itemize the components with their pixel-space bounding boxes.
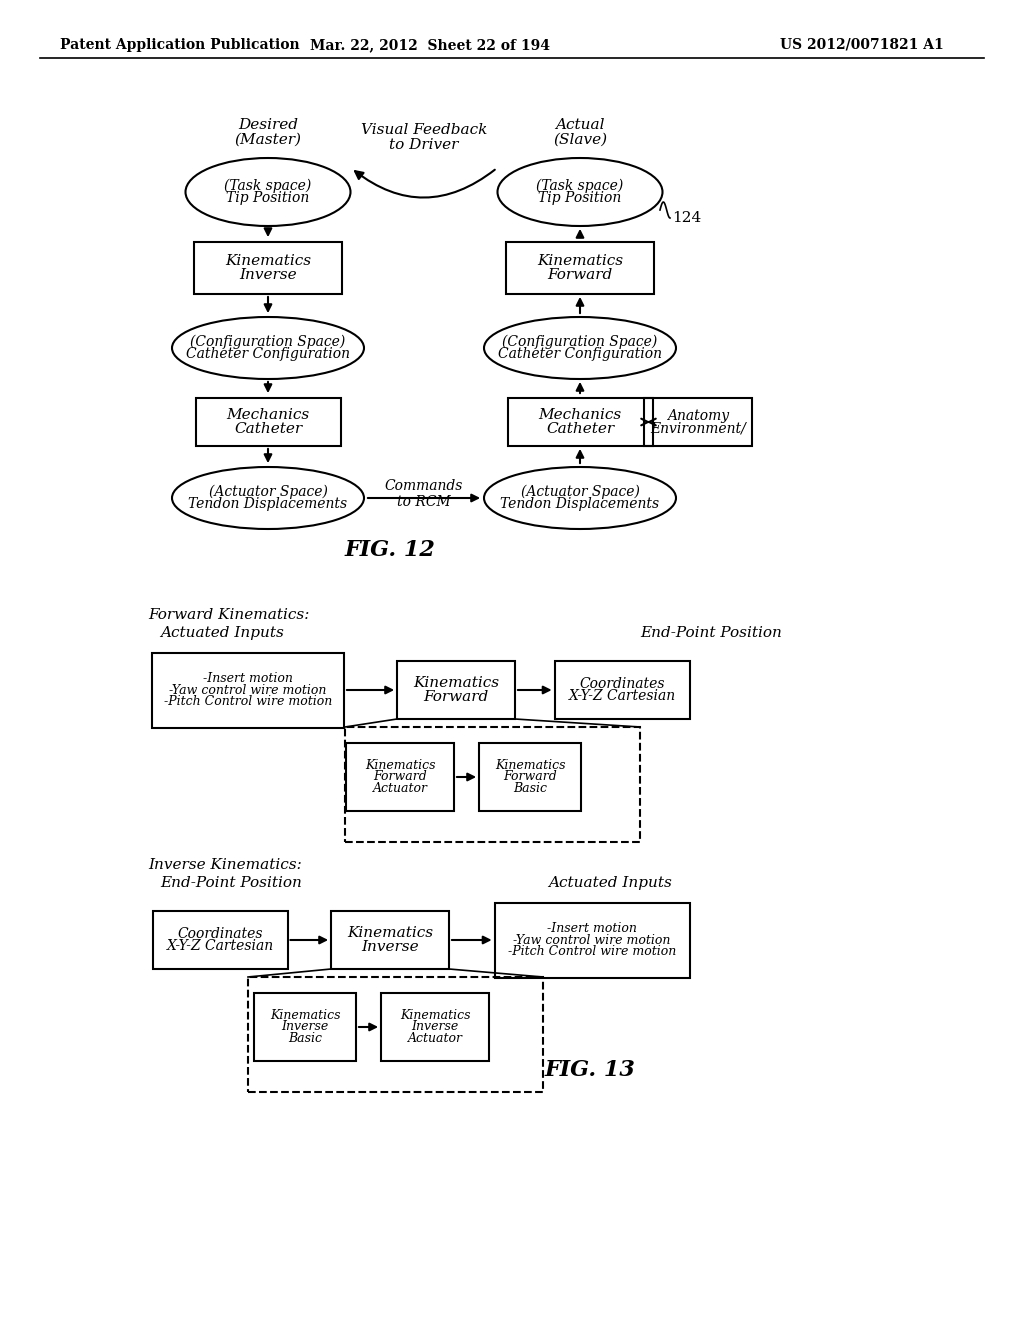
Text: Coordinates: Coordinates	[177, 927, 263, 941]
Text: Inverse: Inverse	[240, 268, 297, 281]
Text: Desired: Desired	[238, 117, 298, 132]
Text: -Pitch Control wire motion: -Pitch Control wire motion	[164, 696, 332, 708]
Text: Inverse: Inverse	[361, 940, 419, 954]
Text: (Actuator Space): (Actuator Space)	[520, 484, 639, 499]
Text: Actuated Inputs: Actuated Inputs	[548, 876, 672, 890]
Text: Kinematics: Kinematics	[537, 255, 623, 268]
Text: Tip Position: Tip Position	[226, 191, 309, 205]
Text: (Actuator Space): (Actuator Space)	[209, 484, 328, 499]
Text: Actual: Actual	[555, 117, 605, 132]
Text: Kinematics: Kinematics	[495, 759, 565, 772]
Text: (Slave): (Slave)	[553, 133, 607, 147]
Text: (Task space): (Task space)	[224, 178, 311, 193]
Text: Coordinates: Coordinates	[580, 677, 665, 690]
Text: Kinematics: Kinematics	[225, 255, 311, 268]
Text: Catheter Configuration: Catheter Configuration	[186, 347, 350, 362]
Text: Inverse: Inverse	[282, 1020, 329, 1034]
Text: Actuated Inputs: Actuated Inputs	[160, 626, 284, 640]
Text: Basic: Basic	[288, 1032, 322, 1045]
Text: Kinematics: Kinematics	[399, 1008, 470, 1022]
Text: 124: 124	[672, 211, 701, 224]
Text: Tendon Displacements: Tendon Displacements	[188, 498, 347, 511]
Text: Forward: Forward	[423, 690, 488, 704]
Text: Kinematics: Kinematics	[269, 1008, 340, 1022]
Text: -Insert motion: -Insert motion	[203, 672, 293, 685]
Text: FIG. 12: FIG. 12	[344, 539, 435, 561]
Text: Mechanics: Mechanics	[539, 408, 622, 422]
Text: Catheter Configuration: Catheter Configuration	[498, 347, 662, 362]
Text: Commands: Commands	[385, 479, 463, 492]
Text: -Pitch Control wire motion: -Pitch Control wire motion	[508, 945, 676, 958]
Text: (Master): (Master)	[234, 133, 301, 147]
Text: -Yaw control wire motion: -Yaw control wire motion	[513, 933, 671, 946]
FancyArrowPatch shape	[355, 170, 495, 198]
Text: Environment/: Environment/	[650, 421, 745, 436]
Text: Forward Kinematics:: Forward Kinematics:	[148, 609, 309, 622]
Text: (Configuration Space): (Configuration Space)	[503, 334, 657, 348]
Text: Visual Feedback: Visual Feedback	[360, 123, 487, 137]
Text: Kinematics: Kinematics	[365, 759, 435, 772]
Text: Mar. 22, 2012  Sheet 22 of 194: Mar. 22, 2012 Sheet 22 of 194	[310, 38, 550, 51]
Text: Catheter: Catheter	[233, 422, 302, 436]
Text: Forward: Forward	[373, 771, 427, 784]
Text: Inverse Kinematics:: Inverse Kinematics:	[148, 858, 302, 873]
Text: Actuator: Actuator	[373, 781, 427, 795]
Text: Forward: Forward	[503, 771, 557, 784]
Text: Inverse: Inverse	[412, 1020, 459, 1034]
Text: to RCM: to RCM	[397, 495, 451, 510]
Text: (Configuration Space): (Configuration Space)	[190, 334, 346, 348]
Text: X-Y-Z Cartesian: X-Y-Z Cartesian	[568, 689, 676, 704]
Text: -Insert motion: -Insert motion	[547, 921, 637, 935]
Text: Anatomy: Anatomy	[667, 409, 729, 422]
Text: Basic: Basic	[513, 781, 547, 795]
Text: Patent Application Publication: Patent Application Publication	[60, 38, 300, 51]
Text: Tip Position: Tip Position	[539, 191, 622, 205]
Text: US 2012/0071821 A1: US 2012/0071821 A1	[780, 38, 944, 51]
Text: (Task space): (Task space)	[537, 178, 624, 193]
Text: Actuator: Actuator	[408, 1032, 463, 1045]
Text: X-Y-Z Cartesian: X-Y-Z Cartesian	[167, 940, 273, 953]
Text: to Driver: to Driver	[389, 139, 459, 152]
Text: Kinematics: Kinematics	[413, 676, 499, 690]
Text: Catheter: Catheter	[546, 422, 614, 436]
Text: Forward: Forward	[548, 268, 612, 281]
Text: -Yaw control wire motion: -Yaw control wire motion	[169, 684, 327, 697]
Text: End-Point Position: End-Point Position	[640, 626, 782, 640]
Text: FIG. 13: FIG. 13	[545, 1059, 636, 1081]
Text: End-Point Position: End-Point Position	[160, 876, 302, 890]
Text: Kinematics: Kinematics	[347, 927, 433, 940]
Text: Tendon Displacements: Tendon Displacements	[501, 498, 659, 511]
Text: Mechanics: Mechanics	[226, 408, 309, 422]
